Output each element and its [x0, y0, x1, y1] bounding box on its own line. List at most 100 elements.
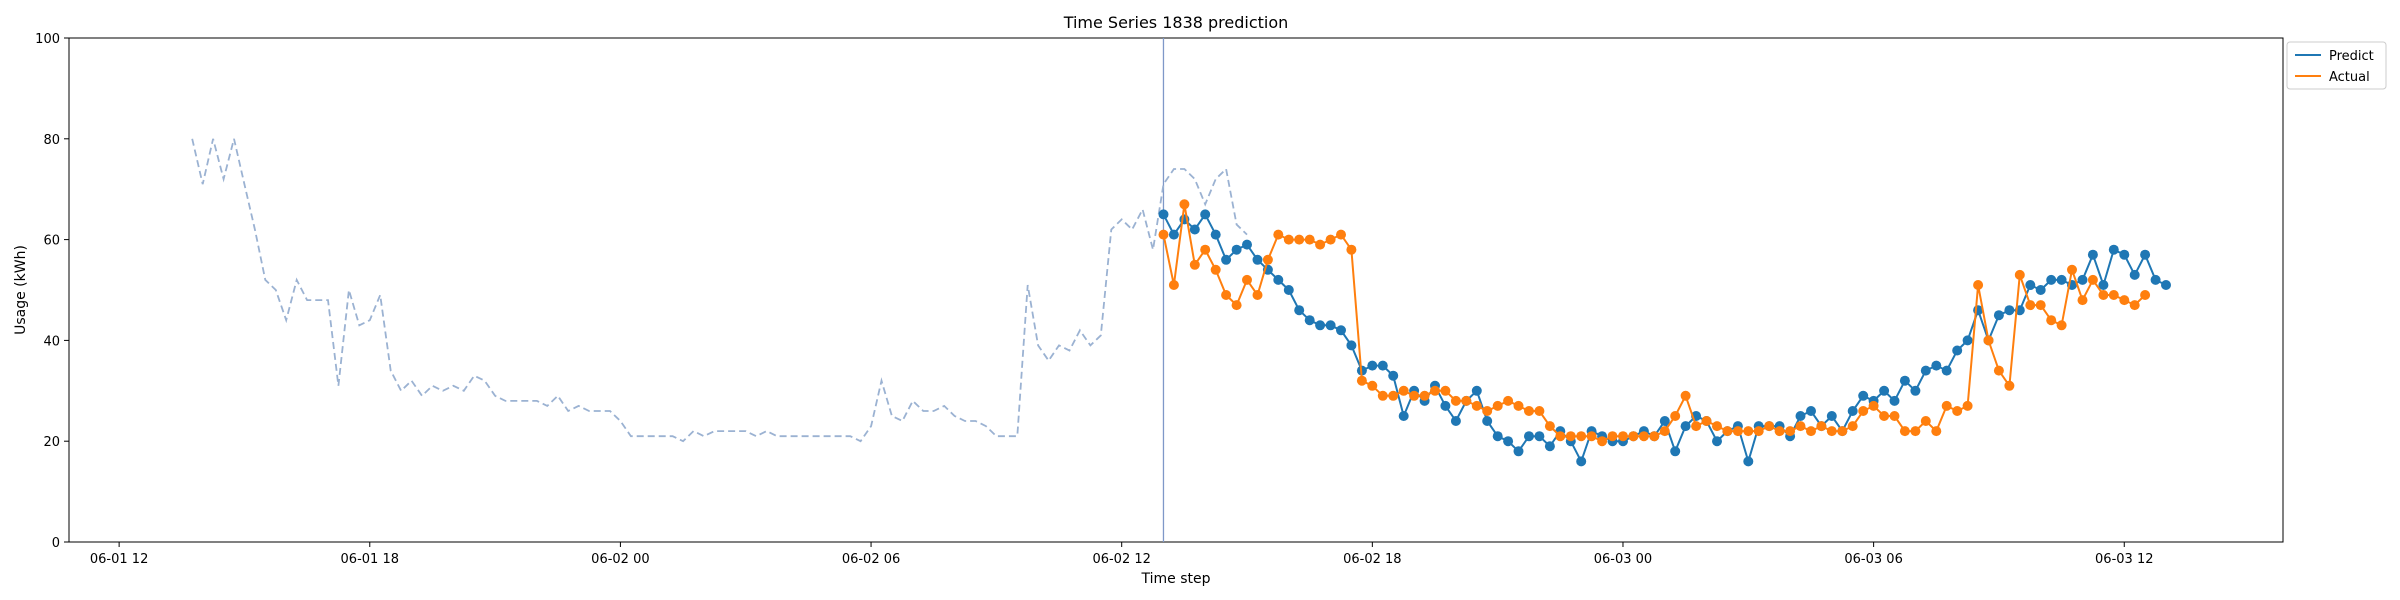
data-point-actual — [1492, 400, 1503, 411]
data-point-actual — [1482, 406, 1493, 416]
data-point-predict — [1534, 431, 1545, 442]
data-point-predict — [2025, 280, 2036, 290]
data-point-actual — [1398, 385, 1409, 396]
data-point-predict — [1952, 345, 1963, 356]
data-point-actual — [2087, 274, 2098, 285]
x-tick-label: 06-02 12 — [1092, 552, 1150, 567]
data-point-predict — [1210, 229, 1221, 240]
data-point-actual — [1179, 199, 1190, 210]
x-tick-label: 06-01 12 — [90, 552, 148, 567]
data-point-predict — [1315, 320, 1326, 331]
data-point-actual — [1503, 395, 1514, 406]
data-point-actual — [1910, 426, 1921, 437]
x-tick-label: 06-03 06 — [1844, 552, 1902, 567]
data-point-predict — [1158, 209, 1169, 220]
data-point-actual — [1158, 229, 1169, 240]
y-tick-label: 20 — [43, 435, 60, 450]
data-point-actual — [2004, 380, 2015, 391]
data-point-predict — [1304, 315, 1315, 326]
data-point-predict — [1931, 360, 1942, 371]
data-point-actual — [1837, 426, 1848, 437]
data-point-actual — [1920, 416, 1931, 426]
data-point-actual — [1712, 421, 1722, 432]
data-point-actual — [1774, 426, 1785, 437]
data-point-predict — [1513, 446, 1524, 457]
data-point-predict — [1273, 274, 1284, 285]
data-point-predict — [1847, 406, 1858, 416]
data-point-actual — [1847, 421, 1858, 432]
data-point-actual — [1879, 411, 1890, 421]
data-point-actual — [1440, 385, 1451, 396]
data-point-predict — [1388, 370, 1399, 381]
data-point-predict — [1920, 365, 1931, 376]
data-point-actual — [1189, 259, 1200, 270]
x-tick-label: 06-03 00 — [1594, 552, 1652, 567]
data-point-actual — [2035, 300, 2046, 311]
data-point-actual — [1670, 411, 1681, 421]
data-point-actual — [1691, 421, 1702, 432]
data-point-actual — [1419, 390, 1430, 401]
series-layer — [191, 138, 2171, 467]
data-point-predict — [1576, 456, 1587, 467]
data-point-actual — [1753, 426, 1764, 437]
x-tick-label: 06-03 12 — [2095, 552, 2153, 567]
data-point-actual — [1325, 234, 1336, 245]
data-point-predict — [1889, 395, 1900, 406]
data-point-actual — [1764, 421, 1775, 432]
data-point-actual — [1450, 395, 1461, 406]
data-point-actual — [1461, 395, 1472, 406]
data-point-actual — [2067, 264, 2077, 275]
data-point-predict — [1231, 244, 1242, 255]
data-point-predict — [1879, 385, 1890, 396]
data-point-actual — [1409, 390, 1420, 401]
data-point-actual — [1732, 426, 1743, 437]
data-point-actual — [1597, 436, 1608, 447]
data-point-predict — [2129, 269, 2140, 280]
data-point-actual — [1795, 421, 1806, 432]
y-tick-label: 100 — [35, 32, 60, 47]
data-point-predict — [2108, 244, 2119, 255]
data-point-actual — [1941, 400, 1952, 411]
data-point-actual — [1356, 375, 1367, 386]
legend: Predict Actual — [2286, 41, 2387, 90]
data-point-actual — [1993, 365, 2004, 376]
data-point-actual — [1252, 290, 1263, 300]
data-point-predict — [1242, 239, 1252, 250]
data-point-actual — [1430, 385, 1440, 396]
data-point-actual — [1659, 426, 1670, 437]
data-point-predict — [2161, 280, 2171, 290]
y-tick-label: 0 — [52, 536, 60, 551]
data-point-predict — [1993, 310, 2004, 321]
data-point-actual — [1826, 426, 1837, 437]
data-point-predict — [1377, 360, 1388, 371]
data-point-actual — [1221, 290, 1232, 300]
data-point-actual — [1785, 426, 1796, 437]
data-point-predict — [1492, 431, 1503, 442]
data-point-predict — [1346, 340, 1357, 351]
data-point-actual — [2119, 295, 2130, 306]
data-point-predict — [1806, 406, 1816, 416]
data-point-actual — [1722, 426, 1733, 437]
data-point-predict — [1941, 365, 1952, 376]
data-point-predict — [1712, 436, 1722, 447]
data-point-predict — [1503, 436, 1514, 447]
data-point-predict — [2098, 280, 2109, 290]
data-point-predict — [2087, 249, 2098, 260]
data-point-predict — [1168, 229, 1179, 240]
data-point-actual — [1962, 400, 1973, 411]
y-axis-label: Usage (kWh) — [13, 245, 29, 335]
data-point-actual — [1168, 280, 1179, 290]
data-point-actual — [1471, 400, 1482, 411]
data-point-actual — [1283, 234, 1294, 245]
data-point-actual — [1210, 264, 1221, 275]
data-point-predict — [2140, 249, 2151, 260]
x-tick-label: 06-02 00 — [591, 552, 649, 567]
data-point-predict — [1398, 411, 1409, 421]
data-point-predict — [1962, 335, 1973, 346]
data-point-predict — [1858, 390, 1869, 401]
data-point-actual — [1200, 244, 1211, 255]
data-point-actual — [1618, 431, 1628, 442]
data-point-predict — [1680, 421, 1691, 432]
data-point-actual — [1315, 239, 1326, 250]
